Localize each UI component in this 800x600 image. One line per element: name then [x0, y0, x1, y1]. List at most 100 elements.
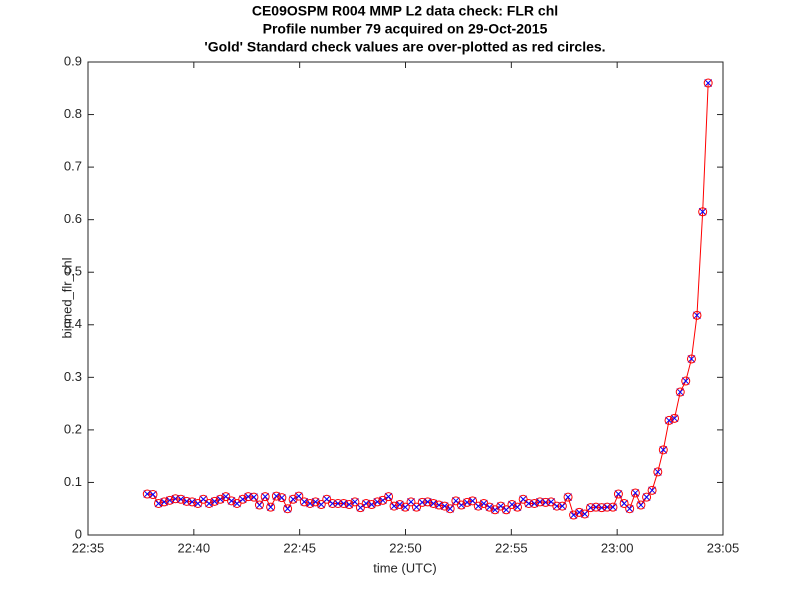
cross-marker [390, 502, 398, 510]
gold-circle [417, 497, 427, 507]
gold-circle [412, 502, 422, 512]
cross-marker [681, 377, 690, 385]
cross-marker [569, 511, 578, 519]
gold-circle [698, 207, 708, 217]
x-axis-label: time (UTC) [373, 560, 437, 575]
y-tick-label: 0.1 [64, 474, 82, 489]
gold-circle [327, 498, 337, 508]
cross-marker [255, 501, 264, 509]
cross-marker [653, 468, 662, 476]
gold-circle [485, 502, 495, 512]
cross-marker [693, 311, 701, 320]
gold-circle [238, 494, 248, 504]
plot-area [87, 61, 724, 536]
cross-marker [558, 502, 567, 510]
gold-circle [686, 354, 696, 364]
gold-circle [602, 502, 612, 512]
gold-circle [400, 502, 410, 512]
x-tick-label: 22:55 [495, 540, 528, 555]
cross-marker [216, 495, 225, 504]
gold-circle [294, 491, 304, 501]
cross-marker [373, 498, 382, 506]
cross-marker [642, 493, 651, 502]
gold-circle [344, 500, 354, 510]
cross-marker [575, 508, 584, 517]
gold-circle [456, 500, 466, 510]
gold-circle [322, 494, 332, 504]
gold-circle [563, 492, 573, 502]
gold-circle [215, 494, 225, 504]
gold-circle [142, 489, 152, 499]
gold-circle [333, 498, 343, 508]
chart-title: CE09OSPM R004 MMP L2 data check: FLR chl [252, 3, 558, 19]
gold-circle [182, 496, 192, 506]
cross-marker [250, 493, 258, 502]
gold-circle [350, 497, 360, 507]
cross-marker [272, 492, 281, 500]
gold-circle [249, 492, 259, 502]
cross-marker [261, 492, 270, 501]
gold-circle [501, 505, 511, 515]
cross-marker [564, 493, 572, 502]
gold-circle [647, 485, 657, 495]
gold-circle [670, 413, 680, 423]
gold-circle [546, 497, 556, 507]
cross-marker [306, 499, 314, 508]
x-tick-label: 22:50 [389, 540, 422, 555]
cross-marker [463, 498, 471, 507]
cross-marker [665, 416, 673, 425]
gold-circle [277, 493, 287, 503]
cross-marker [278, 493, 286, 502]
cross-marker [485, 503, 494, 511]
cross-marker [177, 495, 185, 504]
gold-circle [283, 504, 293, 514]
cross-marker [609, 503, 617, 511]
gold-circle [585, 503, 595, 513]
cross-marker [367, 500, 376, 509]
gold-circle [636, 500, 646, 510]
gold-circle [254, 500, 264, 510]
gold-circle [613, 489, 623, 499]
cross-marker [440, 502, 449, 510]
cross-marker [227, 496, 236, 505]
gold-circle [227, 496, 237, 506]
gold-circle [367, 500, 377, 510]
cross-marker [384, 492, 393, 501]
gold-circle [524, 498, 534, 508]
gold-circle [445, 504, 455, 514]
gold-circle [658, 445, 668, 455]
gold-circle [653, 467, 663, 477]
y-tick-label: 0.9 [64, 53, 82, 68]
gold-circle [243, 492, 253, 502]
cross-marker [188, 498, 196, 506]
gold-circle [395, 500, 405, 510]
cross-marker [266, 503, 275, 511]
cross-marker [283, 504, 292, 513]
gold-circle [512, 502, 522, 512]
cross-marker [429, 499, 438, 508]
gold-circle [473, 501, 483, 511]
cross-marker [423, 498, 432, 506]
x-tick-label: 22:40 [178, 540, 211, 555]
cross-marker [659, 446, 668, 454]
gold-circle [148, 490, 158, 500]
cross-marker [513, 503, 522, 511]
y-tick-label: 0.3 [64, 369, 82, 384]
y-axis-label: binned_flr_chl [59, 257, 74, 338]
cross-marker [289, 495, 297, 504]
cross-marker [625, 504, 634, 513]
x-tick-label: 23:00 [601, 540, 634, 555]
gold-circle [384, 492, 394, 502]
gold-circle [552, 501, 562, 511]
gold-circle [507, 500, 517, 510]
gold-circle [608, 502, 618, 512]
cross-marker [205, 499, 213, 508]
gold-circle [681, 376, 691, 386]
x-tick-label: 22:45 [283, 540, 316, 555]
cross-marker [238, 495, 247, 504]
cross-marker [580, 510, 589, 518]
cross-marker [508, 500, 516, 509]
cross-marker [395, 500, 404, 509]
x-tick-label: 22:35 [72, 540, 105, 555]
